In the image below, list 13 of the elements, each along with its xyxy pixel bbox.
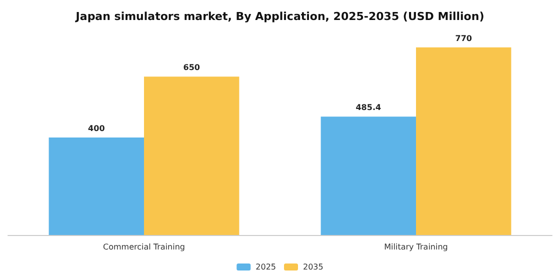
bar — [320, 116, 416, 235]
data-label: 400 — [88, 124, 106, 133]
bar — [416, 47, 512, 235]
data-label: 650 — [183, 63, 200, 72]
legend-label: 2035 — [303, 262, 324, 272]
bar — [48, 138, 144, 235]
data-label: 770 — [455, 34, 472, 43]
bar — [144, 76, 240, 235]
x-tick-label: Military Training — [384, 242, 448, 252]
data-label: 485.4 — [356, 103, 382, 112]
chart-title: Japan simulators market, By Application, 2025-2035 (USD Million) — [74, 10, 484, 23]
x-tick-label: Commercial Training — [103, 242, 185, 252]
legend-label: 2025 — [256, 262, 276, 272]
